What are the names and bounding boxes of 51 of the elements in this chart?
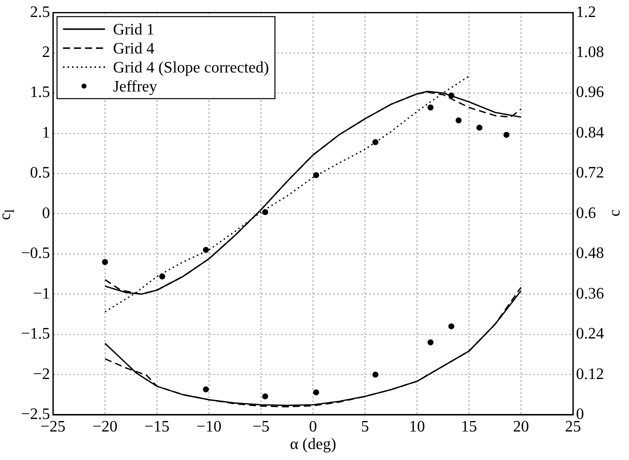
point	[159, 273, 166, 280]
point	[313, 172, 320, 178]
x-tick-label: 5	[361, 418, 370, 436]
y2-tick-label: 0.6	[576, 204, 596, 222]
y-tick-label: −1.5	[20, 326, 50, 343]
legend-label: Grid 4 (Slope corrected)	[113, 59, 269, 76]
y-tick-label: 1	[42, 124, 50, 142]
y2-tick-label: 0.48	[576, 245, 604, 262]
point	[372, 372, 378, 378]
y-tick-label: −1	[32, 285, 50, 302]
y2-tick-label: 0.96	[576, 84, 604, 102]
x-tick-label: −15	[144, 418, 170, 436]
point	[456, 117, 462, 124]
y2-tick-label: 0.84	[576, 124, 604, 142]
x-axis-title: α (deg)	[290, 436, 336, 454]
y2-tick-label: 0.72	[576, 164, 604, 182]
point	[428, 339, 434, 346]
x-tick-label: −10	[196, 418, 222, 436]
point	[202, 246, 209, 253]
y2-tick-label: 0.12	[576, 366, 604, 383]
point	[102, 258, 108, 265]
y2-tick-label: 0.36	[576, 285, 604, 302]
x-tick-label: 20	[513, 418, 529, 436]
y-tick-label: 0	[42, 204, 50, 222]
point	[372, 139, 378, 146]
legend-label: Jeffrey	[113, 78, 158, 96]
point	[476, 124, 482, 131]
point	[428, 104, 434, 111]
point	[262, 393, 268, 400]
x-tick-label: 15	[461, 418, 478, 436]
legend-label: Grid 4	[113, 40, 154, 58]
y-tick-label: −0.5	[20, 245, 50, 262]
legend-label: Grid 1	[113, 21, 154, 38]
y2-tick-label: 0.24	[576, 326, 604, 343]
y2-tick-label: 1.2	[576, 4, 596, 21]
point	[503, 132, 510, 138]
point	[448, 323, 454, 330]
point	[202, 386, 209, 392]
y-tick-label: −2	[32, 366, 50, 383]
y-tick-label: 2.5	[30, 4, 50, 21]
y2-tick-label: 1.08	[576, 44, 604, 62]
x-tick-label: −5	[252, 418, 270, 436]
point	[313, 389, 320, 396]
y2-axis-title: c	[606, 209, 625, 216]
x-tick-label: −20	[92, 418, 118, 436]
point	[262, 209, 268, 216]
x-tick-label: 0	[309, 418, 318, 436]
y-tick-label: 2	[42, 44, 50, 62]
y-tick-label: 0.5	[30, 164, 50, 182]
x-tick-label: 10	[409, 418, 426, 436]
y-tick-label: 1.5	[30, 84, 50, 102]
